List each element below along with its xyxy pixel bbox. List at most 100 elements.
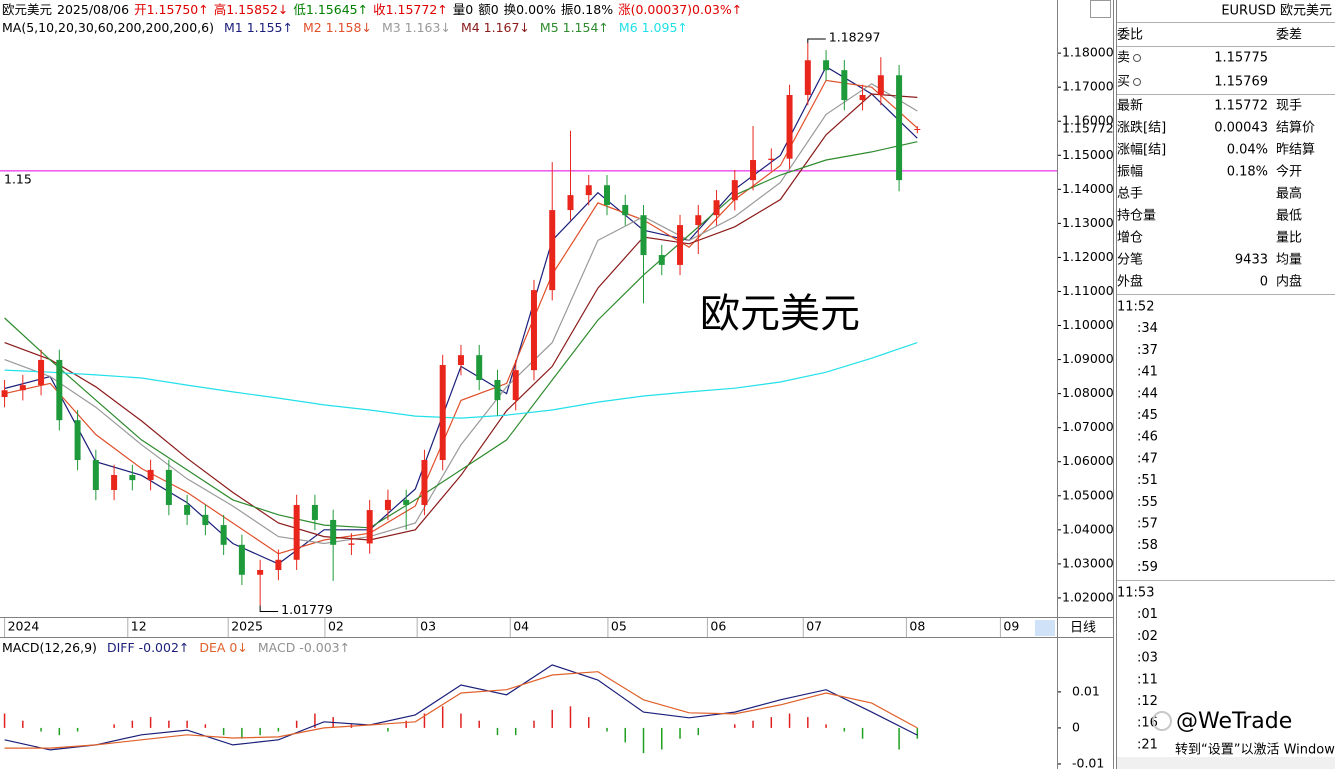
header-item: 收1.15772↑ xyxy=(373,2,448,17)
header-line: 欧元美元 2025/08/06 开1.15750↑ 高1.15852↓ 低1.15645… xyxy=(2,2,742,17)
candle-body xyxy=(366,510,373,544)
y-tick-label: 1.14000 xyxy=(1062,181,1114,196)
candle-body xyxy=(421,460,428,505)
tick-time: :03 xyxy=(1137,651,1158,666)
tick-time: :59 xyxy=(1137,560,1158,575)
candle-body xyxy=(19,385,26,391)
tick-time: :41 xyxy=(1137,365,1158,380)
settings-button[interactable] xyxy=(1090,0,1111,18)
y-tick-label: 1.11000 xyxy=(1062,283,1114,298)
candle-body xyxy=(567,195,574,211)
candle-body xyxy=(457,355,464,366)
candle-body xyxy=(92,460,99,490)
x-tick-label: 12 xyxy=(131,619,147,634)
candle-body xyxy=(640,215,647,256)
candle-body xyxy=(512,370,519,401)
tick-time: :58 xyxy=(1137,538,1158,553)
quote-label: 最新 xyxy=(1117,98,1143,114)
quote-icon xyxy=(1133,54,1141,62)
period-label[interactable]: 日线 xyxy=(1070,621,1096,636)
candle-body xyxy=(1,390,8,398)
candle-body xyxy=(622,204,629,216)
candle-body xyxy=(896,75,903,181)
tick-time: :47 xyxy=(1137,451,1158,466)
candle-body xyxy=(677,225,684,265)
y-tick-label: 1.04000 xyxy=(1062,521,1114,536)
legend-entry: M1 1.155↑ xyxy=(224,20,293,35)
x-tick-label: 02 xyxy=(328,619,344,634)
candle-body xyxy=(786,95,793,159)
candle-body xyxy=(330,519,337,545)
candle-body xyxy=(202,514,209,526)
quote-label: 量比 xyxy=(1276,231,1302,246)
quote-label: 买 xyxy=(1117,75,1130,90)
candle-body xyxy=(74,420,81,461)
tick-time: :12 xyxy=(1137,694,1158,709)
y-tick-label: 0.01 xyxy=(1072,683,1100,698)
candle-body xyxy=(257,570,264,575)
candle-body xyxy=(731,180,738,201)
header-item: 开1.15750↑ xyxy=(134,2,209,17)
tab-bar xyxy=(1117,757,1335,769)
x-tick-label: 08 xyxy=(909,619,925,634)
candle-body xyxy=(165,469,172,505)
extreme-marker xyxy=(807,38,826,44)
ma-line xyxy=(4,93,918,541)
y-tick-label: 1.08000 xyxy=(1062,385,1114,400)
quote-label: 委比 xyxy=(1117,28,1143,43)
candle-body xyxy=(476,355,483,381)
quote-label: 委差 xyxy=(1276,28,1302,43)
quote-label: 现手 xyxy=(1276,99,1302,114)
quote-label: 最低 xyxy=(1276,209,1302,224)
legend-entry: DEA 0↓ xyxy=(199,640,247,655)
header-item: 低1.15645↑ xyxy=(293,2,368,17)
quote-value: 1.15772 xyxy=(1214,99,1268,114)
brand-watermark: @WeTrade xyxy=(1176,709,1292,734)
candle-body xyxy=(804,60,811,96)
y-tick-label: 1.02000 xyxy=(1062,589,1114,604)
tick-time: :21 xyxy=(1137,737,1158,752)
candle-body xyxy=(293,504,300,560)
y-tick-label: -0.01 xyxy=(1072,755,1104,769)
tick-time: :01 xyxy=(1137,607,1158,622)
quote-icon xyxy=(1133,78,1141,86)
scroll-thumb[interactable] xyxy=(1035,620,1055,636)
quote-value: 1.15775 xyxy=(1214,51,1268,66)
y-tick-label: 1.03000 xyxy=(1062,555,1114,570)
legend-title: MACD(12,26,9) xyxy=(2,640,97,655)
y-tick-label: 1.07000 xyxy=(1062,419,1114,434)
candle-body xyxy=(841,70,848,101)
candle-body xyxy=(384,499,391,511)
brand-icon xyxy=(1152,711,1172,731)
x-tick-label: 05 xyxy=(611,619,627,634)
legend-entry: M6 1.095↑ xyxy=(619,20,688,35)
legend-entry: M4 1.167↓ xyxy=(461,20,530,35)
quote-value: 0.04% xyxy=(1227,143,1268,158)
candle-body xyxy=(768,158,775,161)
quote-label: 涨跌[结] xyxy=(1117,120,1166,136)
candle-body xyxy=(348,543,355,545)
extreme-marker xyxy=(259,605,279,612)
header-item: 高1.15852↓ xyxy=(214,2,289,17)
ma-line xyxy=(4,141,918,529)
y-tick-label: 1.06000 xyxy=(1062,453,1114,468)
y-tick-label: 1.13000 xyxy=(1062,215,1114,230)
header-item: 振0.18% xyxy=(561,2,613,17)
activation-notice: 转到“设置”以激活 Windows xyxy=(1175,743,1335,758)
quote-label: 持仓量 xyxy=(1117,209,1156,224)
candle-body xyxy=(56,359,63,421)
ma-line xyxy=(4,83,918,545)
quote-label: 振幅 xyxy=(1117,165,1143,180)
tick-time: :51 xyxy=(1137,473,1158,488)
candle-body xyxy=(530,290,537,371)
extreme-label: 1.18297 xyxy=(829,30,881,45)
quote-label: 内盘 xyxy=(1276,274,1302,290)
x-tick-label: 09 xyxy=(1003,619,1019,634)
y-tick-label: 1.12000 xyxy=(1062,249,1114,264)
quote-label: 外盘 xyxy=(1117,274,1143,290)
candle-body xyxy=(603,185,610,205)
reference-label: 1.15 xyxy=(4,171,32,186)
